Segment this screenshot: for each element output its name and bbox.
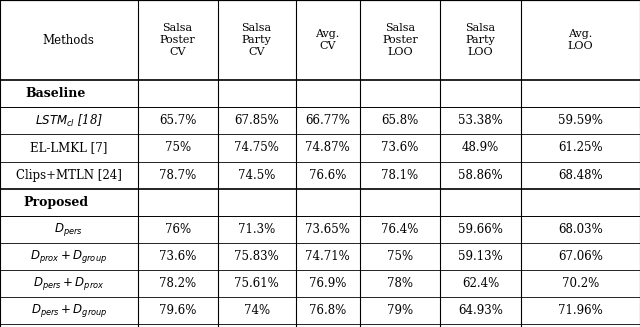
Text: 68.03%: 68.03% — [558, 223, 603, 236]
Text: 75.61%: 75.61% — [234, 277, 279, 290]
Text: 75%: 75% — [387, 250, 413, 263]
Text: Avg.
LOO: Avg. LOO — [568, 29, 593, 51]
Text: 76.9%: 76.9% — [309, 277, 346, 290]
Text: 67.06%: 67.06% — [558, 250, 603, 263]
Text: 59.13%: 59.13% — [458, 250, 503, 263]
Text: 74.75%: 74.75% — [234, 142, 279, 154]
Text: 74.87%: 74.87% — [305, 142, 350, 154]
Text: 73.6%: 73.6% — [159, 250, 196, 263]
Text: $D_{pers} + D_{group}$: $D_{pers} + D_{group}$ — [31, 302, 107, 319]
Text: 76.6%: 76.6% — [309, 169, 346, 181]
Text: $LSTM_{cl}$ [18]: $LSTM_{cl}$ [18] — [35, 113, 103, 129]
Text: 78%: 78% — [387, 277, 413, 290]
Text: Salsa
Poster
CV: Salsa Poster CV — [160, 24, 195, 57]
Text: 73.6%: 73.6% — [381, 142, 419, 154]
Text: 62.4%: 62.4% — [462, 277, 499, 290]
Text: 65.7%: 65.7% — [159, 114, 196, 127]
Text: Proposed: Proposed — [24, 196, 88, 209]
Text: Salsa
Party
LOO: Salsa Party LOO — [465, 24, 496, 57]
Text: 75%: 75% — [164, 142, 191, 154]
Text: 65.8%: 65.8% — [381, 114, 419, 127]
Text: Methods: Methods — [43, 34, 95, 46]
Text: 61.25%: 61.25% — [558, 142, 603, 154]
Text: 76%: 76% — [164, 223, 191, 236]
Text: 59.59%: 59.59% — [558, 114, 603, 127]
Text: 79%: 79% — [387, 304, 413, 317]
Text: 79.6%: 79.6% — [159, 304, 196, 317]
Text: 71.3%: 71.3% — [238, 223, 275, 236]
Text: 70.2%: 70.2% — [562, 277, 599, 290]
Text: 66.77%: 66.77% — [305, 114, 350, 127]
Text: $D_{pers}$: $D_{pers}$ — [54, 221, 83, 238]
Text: 74%: 74% — [244, 304, 269, 317]
Text: 59.66%: 59.66% — [458, 223, 503, 236]
Text: 64.93%: 64.93% — [458, 304, 503, 317]
Text: 58.86%: 58.86% — [458, 169, 503, 181]
Text: 74.71%: 74.71% — [305, 250, 350, 263]
Text: 76.4%: 76.4% — [381, 223, 419, 236]
Text: 71.96%: 71.96% — [558, 304, 603, 317]
Text: Clips+MTLN [24]: Clips+MTLN [24] — [16, 169, 122, 181]
Text: 76.8%: 76.8% — [309, 304, 346, 317]
Text: 73.65%: 73.65% — [305, 223, 350, 236]
Text: 48.9%: 48.9% — [462, 142, 499, 154]
Text: 68.48%: 68.48% — [558, 169, 603, 181]
Text: Baseline: Baseline — [26, 87, 86, 100]
Text: Salsa
Party
CV: Salsa Party CV — [241, 24, 272, 57]
Text: 78.2%: 78.2% — [159, 277, 196, 290]
Text: 75.83%: 75.83% — [234, 250, 279, 263]
Text: Salsa
Poster
LOO: Salsa Poster LOO — [382, 24, 418, 57]
Text: EL-LMKL [7]: EL-LMKL [7] — [30, 142, 108, 154]
Text: 53.38%: 53.38% — [458, 114, 503, 127]
Text: Avg.
CV: Avg. CV — [316, 29, 340, 51]
Text: 67.85%: 67.85% — [234, 114, 279, 127]
Text: 78.1%: 78.1% — [381, 169, 419, 181]
Text: 78.7%: 78.7% — [159, 169, 196, 181]
Text: $D_{prox} + D_{group}$: $D_{prox} + D_{group}$ — [30, 248, 108, 265]
Text: 74.5%: 74.5% — [238, 169, 275, 181]
Text: $D_{pers} + D_{prox}$: $D_{pers} + D_{prox}$ — [33, 275, 104, 292]
